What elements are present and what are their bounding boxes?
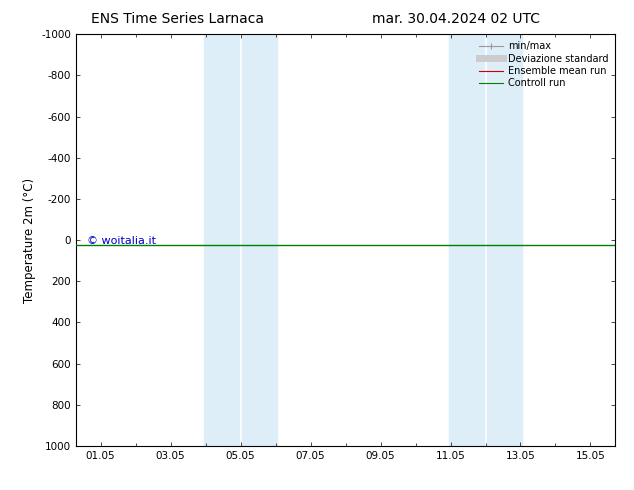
Bar [242, 34, 277, 446]
Legend: min/max, Deviazione standard, Ensemble mean run, Controll run: min/max, Deviazione standard, Ensemble m… [477, 39, 610, 90]
Y-axis label: Temperature 2m (°C): Temperature 2m (°C) [23, 177, 36, 303]
Bar [449, 34, 484, 446]
Bar [204, 34, 239, 446]
Text: mar. 30.04.2024 02 UTC: mar. 30.04.2024 02 UTC [373, 12, 540, 26]
Text: © woitalia.it: © woitalia.it [87, 236, 156, 246]
Bar [488, 34, 522, 446]
Text: ENS Time Series Larnaca: ENS Time Series Larnaca [91, 12, 264, 26]
